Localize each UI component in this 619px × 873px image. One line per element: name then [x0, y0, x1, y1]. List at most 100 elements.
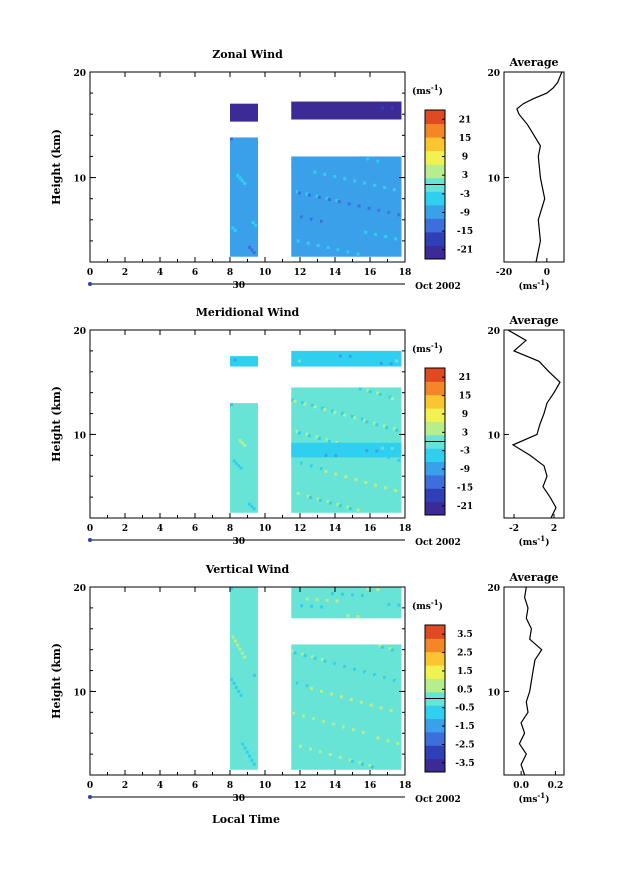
speckle — [321, 406, 325, 410]
speckle — [348, 251, 352, 255]
speckle — [317, 688, 321, 692]
data-blocks — [230, 101, 402, 257]
colorbar-swatch — [425, 678, 445, 693]
colorbar: 21 15 9 3 -3 -9 -15 -21 (ms-1) — [412, 341, 473, 516]
speckle — [326, 500, 330, 504]
speckle — [335, 441, 339, 445]
speckle — [347, 202, 351, 206]
speckle — [368, 764, 372, 768]
average-x-tick-label: 0.0 — [513, 781, 529, 791]
speckle — [316, 748, 320, 752]
speckle — [342, 725, 346, 729]
date-axis-marker — [88, 538, 92, 542]
speckle — [239, 605, 243, 609]
speckle — [383, 424, 387, 428]
colorbar-swatch — [425, 394, 445, 409]
speckle — [392, 427, 396, 431]
y-axis-label: Height (km) — [50, 129, 63, 205]
date-axis-marker — [88, 282, 92, 286]
speckle — [305, 432, 309, 436]
speckle — [336, 248, 340, 252]
x-tick-label: 14 — [329, 781, 342, 791]
speckle — [328, 501, 332, 505]
speckle — [343, 665, 347, 669]
speckle — [327, 197, 331, 201]
speckle — [240, 441, 244, 445]
data-block-3 — [291, 156, 402, 257]
date-label: Oct 2002 — [415, 538, 461, 548]
speckle — [238, 647, 242, 651]
colorbar-tick-label: -15 — [457, 483, 473, 493]
speckle — [252, 251, 256, 255]
speckle — [356, 615, 360, 619]
speckle — [384, 235, 388, 239]
speckle — [375, 423, 379, 427]
speckle — [381, 609, 385, 613]
speckle — [379, 706, 383, 710]
speckle — [329, 692, 333, 696]
colorbar-swatch — [425, 381, 445, 396]
average-xlabel-base: (ms — [519, 281, 538, 292]
colorbar-unit-exp: -1 — [431, 341, 439, 350]
x-tick-label: 0 — [87, 781, 93, 791]
speckle — [305, 192, 309, 196]
speckle — [302, 463, 306, 467]
speckle — [295, 681, 299, 685]
x-tick-label: 16 — [364, 524, 377, 534]
colorbar-swatch — [425, 705, 445, 720]
speckle — [383, 185, 387, 189]
x-tick-label: 0 — [87, 524, 93, 534]
data-block-4 — [291, 442, 402, 458]
colorbar-unit-base: (ms — [412, 86, 431, 97]
speckle — [291, 649, 295, 653]
colorbar-swatch — [425, 461, 445, 476]
x-tick-label: 12 — [294, 268, 307, 278]
colorbar-swatch — [425, 474, 445, 489]
speckle — [237, 464, 241, 468]
speckle — [334, 472, 338, 476]
speckle — [318, 498, 322, 502]
speckle — [249, 423, 253, 427]
average-y-tick-label: 10 — [487, 175, 500, 185]
speckle — [324, 115, 328, 119]
speckle — [232, 459, 236, 463]
speckle — [248, 502, 252, 506]
x-tick-label: 12 — [294, 524, 307, 534]
average-frame — [503, 586, 565, 776]
speckle — [390, 648, 394, 652]
speckle — [388, 395, 392, 399]
colorbar-swatch — [425, 448, 445, 463]
speckle — [248, 245, 252, 249]
speckle — [310, 687, 314, 691]
speckle — [331, 409, 335, 413]
speckle — [252, 111, 256, 115]
speckle — [246, 617, 250, 621]
x-tick-label: 2 — [122, 268, 128, 278]
speckle — [244, 418, 248, 422]
speckle — [395, 428, 399, 432]
speckle — [370, 765, 374, 769]
colorbar-tick-label: 1.5 — [457, 667, 473, 677]
speckle — [301, 652, 305, 656]
speckle — [360, 417, 364, 421]
speckle — [384, 737, 388, 741]
average-x-tick-label: 0 — [544, 268, 550, 278]
x-tick-label: 8 — [227, 268, 233, 278]
speckle — [374, 735, 378, 739]
speckle — [313, 656, 317, 660]
colorbar-swatch — [425, 368, 445, 382]
average-y-tick-label: 10 — [487, 431, 500, 441]
speckle — [310, 217, 314, 221]
speckle — [233, 639, 237, 643]
data-block-2 — [230, 103, 258, 122]
speckle — [332, 722, 336, 726]
speckle — [391, 610, 395, 614]
speckle — [231, 484, 235, 488]
speckle — [387, 456, 391, 460]
speckle — [236, 174, 240, 178]
colorbar-swatch — [425, 191, 445, 206]
colorbar-swatch — [425, 745, 445, 760]
speckle — [362, 229, 366, 233]
colorbar-swatch — [425, 501, 445, 516]
